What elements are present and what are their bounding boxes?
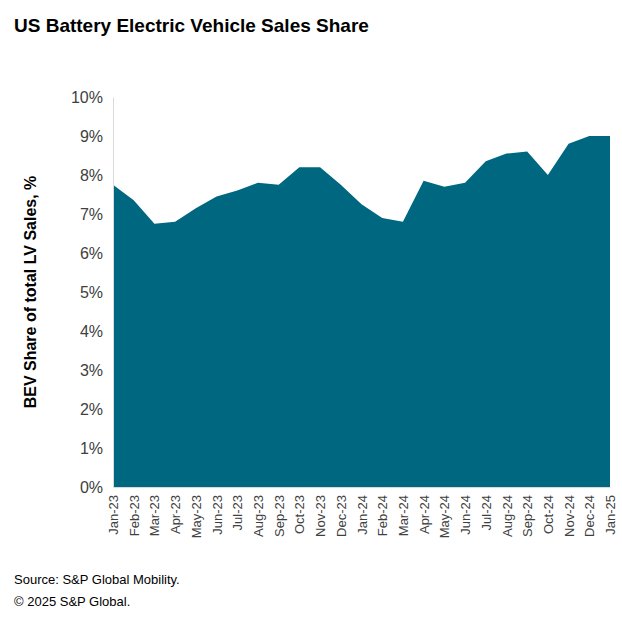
x-tick-label: Jul-24 (479, 495, 494, 530)
x-axis-line (114, 487, 611, 488)
x-tick-label: Jun-23 (210, 495, 225, 535)
y-axis-title: BEV Share of total LV Sales, % (22, 176, 39, 409)
y-tick-label: 10% (71, 89, 103, 106)
x-tick: Aug-23 (251, 487, 266, 537)
x-tick: Jun-23 (210, 487, 225, 535)
y-tick: 6% (80, 245, 113, 262)
y-tick: 0% (80, 479, 113, 496)
x-tick: Dec-24 (582, 487, 597, 537)
x-tick: Oct-24 (541, 487, 556, 534)
x-tick: May-24 (437, 487, 452, 538)
y-tick-label: 9% (80, 128, 103, 145)
x-tick: Jan-25 (603, 487, 618, 535)
x-tick-label: Apr-24 (417, 495, 432, 534)
x-tick: Aug-24 (500, 487, 515, 537)
copyright: © 2025 S&P Global. (14, 594, 130, 609)
y-tick-label: 7% (80, 206, 103, 223)
x-tick: Apr-24 (417, 487, 432, 534)
x-tick: Feb-23 (127, 487, 142, 536)
x-tick: Oct-23 (292, 487, 307, 534)
y-tick: 8% (80, 167, 113, 184)
y-tick-label: 3% (80, 362, 103, 379)
y-tick: 1% (80, 440, 113, 457)
x-axis: Jan-23 Feb-23 Mar-23 Apr-23 May-23 Jun-23 Jul-… (106, 487, 618, 538)
x-tick-label: Dec-24 (582, 495, 597, 537)
chart: US Battery Electric Vehicle Sales Share 0… (0, 0, 622, 627)
x-tick: Jul-24 (479, 487, 494, 530)
source: Source: S&P Global Mobility. (14, 572, 180, 587)
y-axis: 0% 1% 2% 3% 4% 5% 6% 7% 8% 9% 10% (71, 89, 114, 496)
x-tick: Jul-23 (230, 487, 245, 530)
y-tick-label: 8% (80, 167, 103, 184)
x-tick-label: May-23 (189, 495, 204, 538)
x-tick: Apr-23 (168, 487, 183, 534)
y-tick: 7% (80, 206, 113, 223)
x-tick: Mar-24 (396, 487, 411, 536)
x-tick-label: Sep-23 (272, 495, 287, 537)
x-tick-label: Jul-23 (230, 495, 245, 530)
x-tick-label: Jun-24 (458, 495, 473, 535)
x-tick: Nov-24 (562, 487, 577, 537)
x-tick-label: Jan-23 (106, 495, 121, 535)
x-tick: Nov-23 (313, 487, 328, 537)
y-tick-label: 6% (80, 245, 103, 262)
y-tick-label: 5% (80, 284, 103, 301)
y-tick-label: 4% (80, 323, 103, 340)
x-tick-label: Jan-25 (603, 495, 618, 535)
y-tick-label: 1% (80, 440, 103, 457)
y-tick: 3% (80, 362, 113, 379)
x-tick-label: Oct-23 (292, 495, 307, 534)
y-tick-label: 2% (80, 401, 103, 418)
plot-area (113, 136, 610, 487)
x-tick-label: Oct-24 (541, 495, 556, 534)
y-tick: 10% (71, 89, 113, 106)
x-tick: May-23 (189, 487, 204, 538)
title: US Battery Electric Vehicle Sales Share (14, 15, 369, 36)
x-tick-label: Mar-24 (396, 495, 411, 536)
area (113, 136, 610, 487)
x-tick-label: Sep-24 (520, 495, 535, 537)
x-tick-label: Apr-23 (168, 495, 183, 534)
x-tick-label: Dec-23 (334, 495, 349, 537)
x-tick-label: Feb-24 (375, 495, 390, 536)
x-tick-label: Nov-23 (313, 495, 328, 537)
x-tick-label: Feb-23 (127, 495, 142, 536)
y-tick: 4% (80, 323, 113, 340)
x-tick: Feb-24 (375, 487, 390, 536)
y-tick: 2% (80, 401, 113, 418)
y-tick: 5% (80, 284, 113, 301)
x-tick-label: Aug-23 (251, 495, 266, 537)
y-tick: 9% (80, 128, 113, 145)
x-tick: Dec-23 (334, 487, 349, 537)
x-tick-label: May-24 (437, 495, 452, 538)
x-tick: Jun-24 (458, 487, 473, 535)
x-tick: Sep-24 (520, 487, 535, 537)
x-tick: Mar-23 (147, 487, 162, 536)
x-tick-label: Aug-24 (500, 495, 515, 537)
x-tick-label: Mar-23 (147, 495, 162, 536)
x-tick-label: Jan-24 (355, 495, 370, 535)
x-tick: Jan-24 (355, 487, 370, 535)
y-axis-line (113, 98, 114, 488)
x-tick: Sep-23 (272, 487, 287, 537)
x-tick: Jan-23 (106, 487, 121, 535)
y-tick-label: 0% (80, 479, 103, 496)
x-tick-label: Nov-24 (562, 495, 577, 537)
